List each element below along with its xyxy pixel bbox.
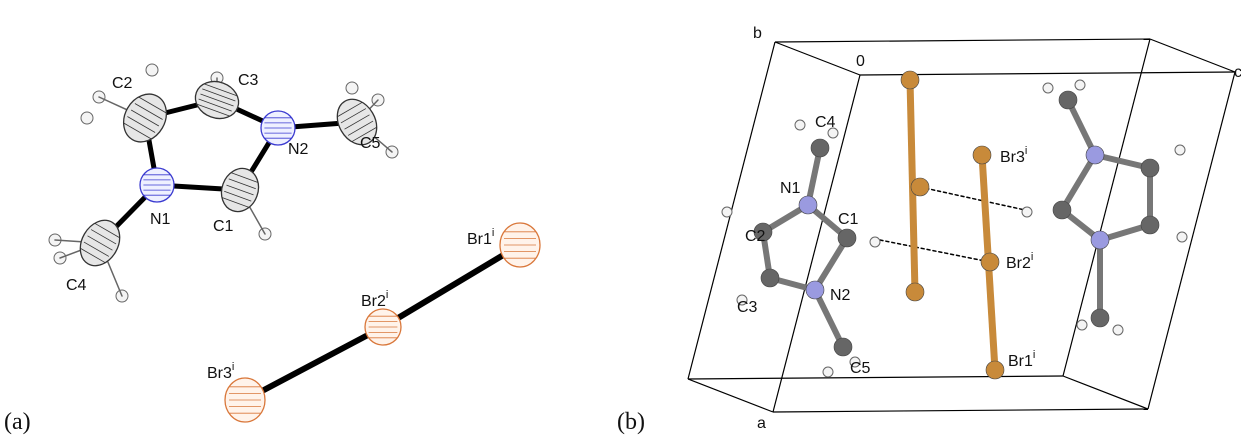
hydrogen [1175,145,1185,155]
atom [806,281,824,299]
atom-label-sup: i [386,289,388,301]
atom-label-text: Br3 [207,365,232,382]
unit-cell-edge [1063,376,1148,409]
atom [1141,159,1159,177]
unit-cell-edge [773,409,1148,412]
atom-label: C2 [745,228,766,245]
atom-label: C2 [112,75,133,92]
atom [1059,91,1077,109]
figure: C3C2C5N2N1C1C4Br1iBr2iBr3i(a)b0caC4Br3iN… [0,0,1241,437]
atom [981,253,999,271]
atom-label: C1 [838,211,859,228]
atom-label: Br2i [361,289,388,310]
atom [901,71,919,89]
atom [811,139,829,157]
hydrogen [1043,83,1053,93]
hydrogen [870,237,880,247]
atom-label-sup: i [1033,349,1035,361]
hydrogen [81,112,93,124]
atom-label: C5 [850,360,871,377]
atom [761,269,779,287]
atom [799,196,817,214]
atom-label-sup: i [232,361,234,373]
atom-label: N1 [780,180,801,197]
unit-cell-edge [1063,39,1150,376]
atom [906,283,924,301]
axis-label: b [753,25,762,42]
atom-label: Br3i [207,361,234,382]
axis-label: c [1234,64,1241,81]
hydrogen [823,367,833,377]
hydrogen [346,82,358,94]
hydrogen [722,207,732,217]
atom-label: C4 [815,114,836,131]
atom [1086,146,1104,164]
atom-label-sup: i [1025,145,1027,157]
bond [920,187,1025,210]
atom-label-text: Br3 [1000,149,1025,166]
atom-label-text: Br1 [1008,353,1033,370]
axis-label: a [757,415,766,432]
atom-label: Br2i [1006,251,1033,272]
atom-label: C1 [213,218,234,235]
hydrogen [795,120,805,130]
atom-label: N1 [150,211,171,228]
unit-cell-edge [688,379,773,412]
hydrogen [146,64,158,76]
atom [973,146,991,164]
hydrogen [1075,80,1085,90]
atom-label: N2 [830,287,851,304]
atom [834,338,852,356]
atom-label-sup: i [1031,251,1033,263]
atom [911,178,929,196]
bond [245,327,383,400]
atom-label: C3 [737,299,758,316]
unit-cell-edge [775,42,860,75]
atom-label: Br3i [1000,145,1027,166]
bond [880,240,990,262]
atom-label-text: Br2 [361,293,386,310]
atom [838,229,856,247]
panel-label: (a) [4,409,31,435]
atom-label-text: Br1 [467,231,492,248]
unit-cell-edge [775,39,1150,42]
atom [1091,309,1109,327]
atom [1141,216,1159,234]
unit-cell-edge [688,376,1063,379]
atom [1091,231,1109,249]
atom-label-text: Br2 [1006,255,1031,272]
atom-label: C4 [66,277,87,294]
atom-label-sup: i [492,227,494,239]
bond [1062,155,1095,210]
atom [986,361,1004,379]
hydrogen [1113,325,1123,335]
atom-label: N2 [288,141,309,158]
atom-label: C3 [238,72,259,89]
unit-cell-edge [1150,39,1235,72]
atom [1053,201,1071,219]
atom-label: Br1i [1008,349,1035,370]
panel-label: (b) [617,409,645,435]
bond [383,245,520,327]
hydrogen [1077,320,1087,330]
hydrogen [1022,207,1032,217]
atom-label: C5 [360,135,381,152]
atom-label: Br1i [467,227,494,248]
hydrogen [1177,232,1187,242]
unit-cell-edge [1148,72,1235,409]
axis-label: 0 [856,53,865,70]
